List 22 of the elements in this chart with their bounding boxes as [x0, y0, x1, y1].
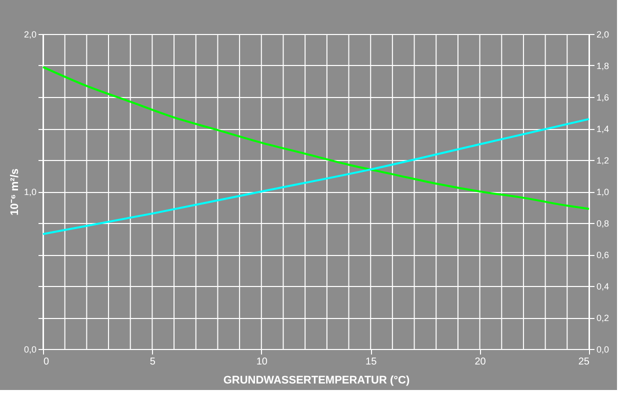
y2-tick-label: 1,8: [596, 61, 610, 71]
y2-tick-label: 0,4: [596, 282, 610, 292]
x-tick-label: 10: [256, 356, 268, 368]
y-tick-label: 2,0: [24, 30, 36, 40]
y-tick-label: 0,0: [24, 344, 36, 354]
y2-tick-label: 1,2: [596, 156, 610, 166]
y2-tick-label: 0,0: [596, 344, 610, 354]
y2-tick-label: 1,0: [596, 187, 610, 197]
y-axis-title: 10⁻⁶ m²/s: [8, 168, 21, 216]
y2-tick-label: 0,6: [596, 250, 610, 260]
y2-tick-label: 0,2: [596, 313, 610, 323]
y2-tick-label: 1,4: [596, 124, 610, 134]
y2-tick-label: 0,8: [596, 218, 610, 228]
y-tick-label: 1,0: [24, 187, 36, 197]
x-tick-label: 5: [150, 356, 156, 368]
x-tick-label: 25: [578, 356, 590, 368]
x-axis-title: GRUNDWASSERTEMPERATUR (°C): [223, 374, 410, 386]
y2-tick-label: 2,0: [596, 30, 610, 40]
x-tick-label: 15: [366, 356, 378, 368]
y2-tick-label: 1,6: [596, 92, 610, 102]
x-tick-label: 0: [44, 356, 50, 368]
x-tick-label: 20: [474, 356, 486, 368]
